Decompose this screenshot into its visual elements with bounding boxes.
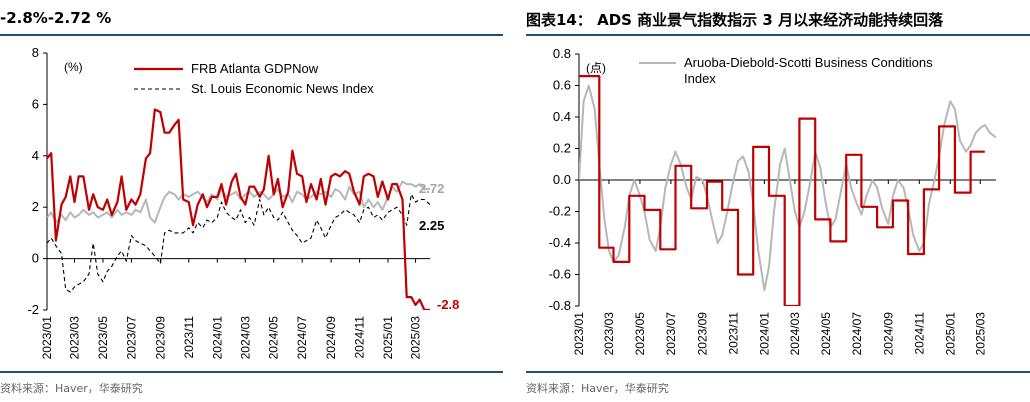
y-tick-label: 0.6 — [553, 78, 571, 93]
right-panel: 图表14： ADS 商业景气指数指示 3 月以来经济动能持续回落 -0.8 -0.… — [526, 0, 1030, 402]
left-bottom-rule — [0, 371, 503, 373]
series-line-aruoba-diebold-scotti-business-conditions-index — [579, 84, 996, 292]
x-tick-label: 2024/05 — [267, 316, 281, 360]
x-tick-label: 2024/05 — [819, 312, 833, 356]
x-tick-label: 2024/01 — [757, 312, 771, 356]
y-tick-label: 2 — [32, 199, 39, 214]
left-panel: -2.8%-2.72 % -2 0 2 4 6 8 (%) 2023/01 2023/03 202… — [0, 0, 503, 402]
legend-label-ads: Aruoba-Diebold-Scotti Business Condition… — [684, 55, 933, 86]
x-tick-label: 2024/07 — [295, 316, 309, 360]
y-tick-label: 6 — [32, 96, 39, 111]
y-tick-label: 4 — [32, 148, 39, 163]
x-tick-label: 2023/07 — [124, 316, 138, 360]
x-tick-label: 2023/09 — [153, 316, 167, 360]
x-tick-label: 2023/01 — [572, 312, 586, 356]
x-tick-label: 2023/11 — [726, 312, 740, 355]
x-tick-label: 2024/07 — [850, 312, 864, 356]
y-tick-label: -2 — [27, 302, 39, 317]
y-tick-label: -0.2 — [549, 204, 571, 219]
x-tick-label: 2024/09 — [324, 316, 338, 360]
x-tick-label: 2025/03 — [973, 312, 987, 356]
legend-label-news-index: St. Louis Economic News Index — [191, 81, 374, 96]
x-tick-label: 2024/11 — [912, 312, 926, 355]
right-chart-title: 图表14： ADS 商业景气指数指示 3 月以来经济动能持续回落 — [526, 11, 944, 29]
legend-label-gdpnow: FRB Atlanta GDPNow — [191, 61, 319, 76]
left-chart-title: -2.8%-2.72 % — [0, 9, 112, 27]
right-chart: -0.8 -0.6 -0.4 -0.2 0.0 0.2 0.4 0.6 0.8 (点) 2023/0… — [549, 46, 996, 356]
series-line-st-louis-economic-news-index — [47, 193, 430, 293]
x-tick-label: 2023/11 — [182, 316, 196, 359]
x-tick-label: 2025/01 — [943, 312, 957, 356]
right-source-note: 资料来源：Haver，华泰研究 — [526, 382, 669, 395]
x-tick-label: 2023/03 — [602, 312, 616, 356]
x-tick-label: 2023/01 — [40, 316, 54, 360]
x-tick-label: 2024/01 — [210, 316, 224, 360]
y-tick-label: 0.8 — [553, 46, 571, 61]
y-tick-label: -0.8 — [549, 298, 571, 313]
x-tick-label: 2023/03 — [68, 316, 82, 360]
x-tick-label: 2023/05 — [96, 316, 110, 360]
series-line-unnamed-2 — [47, 180, 430, 224]
x-tick-label: 2023/07 — [664, 312, 678, 356]
series-line-unnamed-1 — [579, 75, 985, 306]
y-tick-label: -0.4 — [549, 235, 571, 250]
y-axis-label: (%) — [64, 60, 83, 74]
y-tick-label: 0.2 — [553, 141, 571, 156]
left-top-rule — [0, 34, 503, 36]
right-bottom-rule — [526, 371, 1030, 373]
annotation-minus-2-8: -2.8 — [437, 297, 459, 312]
y-axis-label: (点) — [586, 61, 606, 75]
y-tick-label: 0 — [32, 251, 39, 266]
right-top-rule — [526, 34, 1030, 36]
x-tick-label: 2025/03 — [409, 316, 423, 360]
x-tick-label: 2024/11 — [353, 316, 367, 359]
y-tick-label: 8 — [32, 45, 39, 60]
series-line-frb-atlanta-gdpnow — [47, 108, 430, 310]
left-source-note: 资料来源：Haver，华泰研究 — [0, 382, 143, 395]
left-chart: -2 0 2 4 6 8 (%) 2023/01 2023/03 2023/05 2023/07 20… — [27, 45, 459, 360]
x-tick-label: 2024/09 — [881, 312, 895, 356]
annotation-2-72: 2.72 — [419, 181, 444, 196]
y-tick-label: -0.6 — [549, 267, 571, 282]
x-tick-label: 2024/03 — [788, 312, 802, 356]
x-tick-label: 2023/09 — [695, 312, 709, 356]
y-tick-label: 0.4 — [553, 109, 571, 124]
x-tick-label: 2025/01 — [381, 316, 395, 360]
x-tick-label: 2023/05 — [633, 312, 647, 356]
x-tick-label: 2024/03 — [238, 316, 252, 360]
annotation-2-25: 2.25 — [419, 218, 444, 233]
y-tick-label: 0.0 — [553, 172, 571, 187]
